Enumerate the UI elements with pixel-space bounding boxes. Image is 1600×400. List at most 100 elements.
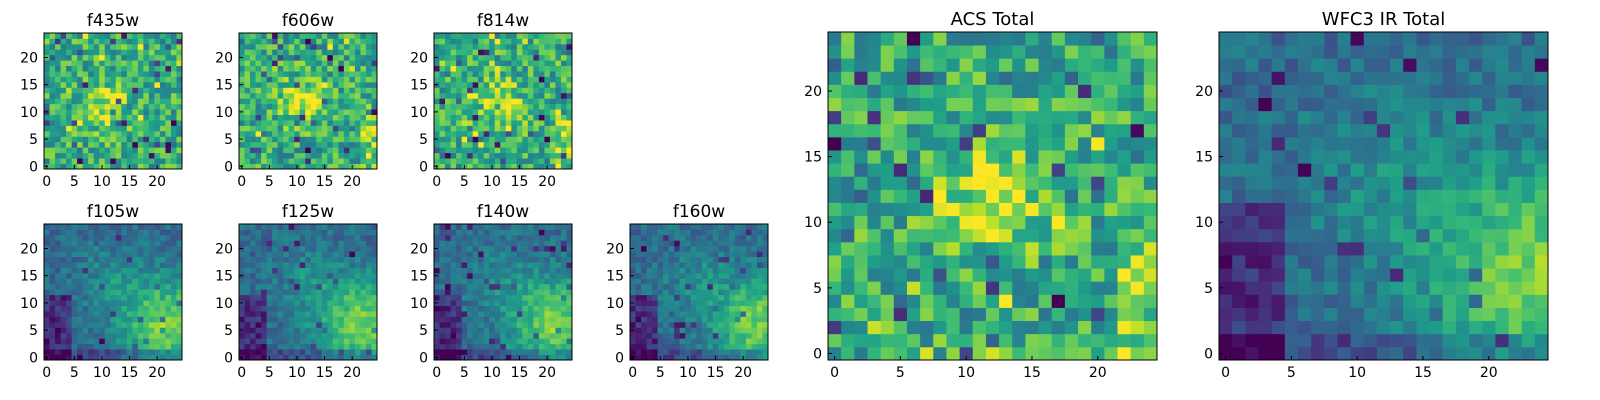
heatmap-cell bbox=[685, 251, 692, 258]
heatmap-cell bbox=[657, 343, 664, 350]
heatmap-cell bbox=[349, 152, 356, 159]
heatmap-cell bbox=[110, 354, 117, 361]
heatmap-cell bbox=[321, 81, 328, 88]
heatmap-cell bbox=[500, 141, 507, 148]
heatmap-cell bbox=[110, 125, 117, 132]
heatmap-cell bbox=[707, 251, 714, 258]
heatmap-cell bbox=[77, 141, 84, 148]
heatmap-cell bbox=[483, 163, 490, 170]
heatmap-cell bbox=[294, 76, 301, 83]
heatmap-cell bbox=[244, 316, 251, 323]
heatmap-cell bbox=[93, 332, 100, 339]
heatmap-cell bbox=[505, 33, 512, 39]
heatmap-cell bbox=[88, 54, 95, 61]
heatmap-cell bbox=[434, 267, 440, 274]
heatmap-cell bbox=[360, 305, 367, 312]
heatmap-cell bbox=[126, 158, 133, 164]
heatmap-cell bbox=[641, 283, 647, 290]
heatmap-cell bbox=[343, 158, 350, 164]
x-tick-label: 10 bbox=[93, 365, 111, 381]
heatmap-cell bbox=[516, 224, 523, 230]
heatmap-cell bbox=[630, 305, 636, 312]
heatmap-cell bbox=[277, 141, 284, 148]
heatmap-cell bbox=[170, 120, 177, 126]
heatmap-cell bbox=[316, 332, 323, 339]
heatmap-cell bbox=[646, 321, 653, 328]
heatmap-cell bbox=[555, 158, 562, 164]
heatmap-cell bbox=[467, 87, 474, 94]
heatmap-cell bbox=[71, 98, 78, 105]
heatmap-cell bbox=[294, 224, 301, 230]
heatmap-cell bbox=[332, 234, 339, 241]
heatmap-cell bbox=[663, 354, 670, 361]
heatmap-cell bbox=[305, 65, 312, 72]
heatmap-cell bbox=[66, 327, 72, 334]
heatmap-cell bbox=[555, 120, 562, 126]
heatmap-cell bbox=[244, 332, 251, 339]
heatmap-cell bbox=[544, 240, 551, 247]
heatmap-cell bbox=[159, 147, 166, 154]
heatmap-cell bbox=[756, 251, 763, 258]
heatmap-cell bbox=[55, 152, 61, 159]
heatmap-cell bbox=[332, 305, 339, 312]
heatmap-cell bbox=[434, 256, 440, 263]
heatmap-cell bbox=[332, 81, 339, 88]
heatmap-cell bbox=[294, 240, 301, 247]
heatmap-cell bbox=[880, 136, 895, 151]
heatmap-cell bbox=[88, 240, 95, 247]
heatmap-cell bbox=[828, 150, 842, 164]
heatmap-cell bbox=[445, 65, 451, 72]
heatmap-cell bbox=[126, 262, 133, 268]
heatmap-cell bbox=[630, 316, 636, 323]
heatmap-cell bbox=[60, 245, 67, 252]
heatmap-cell bbox=[745, 245, 752, 252]
heatmap-cell bbox=[115, 87, 122, 94]
heatmap-cell bbox=[299, 71, 306, 77]
heatmap-cell bbox=[321, 87, 328, 94]
heatmap-cell bbox=[439, 294, 446, 301]
heatmap-cell bbox=[467, 163, 474, 170]
heatmap-cell bbox=[494, 311, 501, 317]
heatmap-cell bbox=[126, 338, 133, 345]
heatmap-cell bbox=[560, 251, 567, 258]
heatmap-cell bbox=[439, 125, 446, 132]
heatmap-cell bbox=[985, 189, 1000, 203]
heatmap-cell bbox=[880, 110, 895, 125]
heatmap-cell bbox=[906, 123, 921, 138]
heatmap-cell bbox=[483, 343, 490, 350]
heatmap-cell bbox=[985, 150, 1000, 164]
heatmap-cell bbox=[143, 65, 150, 72]
heatmap-cell bbox=[99, 43, 106, 50]
heatmap-cell bbox=[77, 60, 84, 67]
heatmap-cell bbox=[516, 240, 523, 247]
heatmap-cell bbox=[143, 289, 150, 296]
heatmap-cell bbox=[906, 255, 921, 269]
heatmap-cell bbox=[511, 272, 518, 279]
heatmap-cell bbox=[657, 229, 664, 236]
heatmap-cell bbox=[154, 256, 161, 263]
heatmap-cell bbox=[701, 316, 708, 323]
heatmap-cell bbox=[461, 60, 468, 67]
heatmap-cell bbox=[690, 256, 697, 263]
heatmap-cell bbox=[115, 103, 122, 110]
heatmap-cell bbox=[527, 262, 534, 268]
heatmap-cell bbox=[261, 65, 267, 72]
heatmap-cell bbox=[360, 262, 367, 268]
heatmap-cell bbox=[500, 60, 507, 67]
heatmap-cell bbox=[137, 136, 144, 143]
heatmap-cell bbox=[679, 267, 686, 274]
heatmap-cell bbox=[439, 103, 446, 110]
heatmap-cell bbox=[99, 305, 106, 312]
heatmap-cell bbox=[467, 272, 474, 279]
heatmap-cell bbox=[511, 349, 518, 355]
heatmap-cell bbox=[354, 256, 361, 263]
heatmap-cell bbox=[365, 234, 372, 241]
heatmap-cell bbox=[244, 262, 251, 268]
heatmap-cell bbox=[450, 256, 457, 263]
heatmap-cell bbox=[343, 245, 350, 252]
heatmap-cell bbox=[354, 305, 361, 312]
heatmap-cell bbox=[500, 54, 507, 61]
heatmap-cell bbox=[44, 147, 50, 154]
heatmap-cell bbox=[828, 268, 842, 282]
